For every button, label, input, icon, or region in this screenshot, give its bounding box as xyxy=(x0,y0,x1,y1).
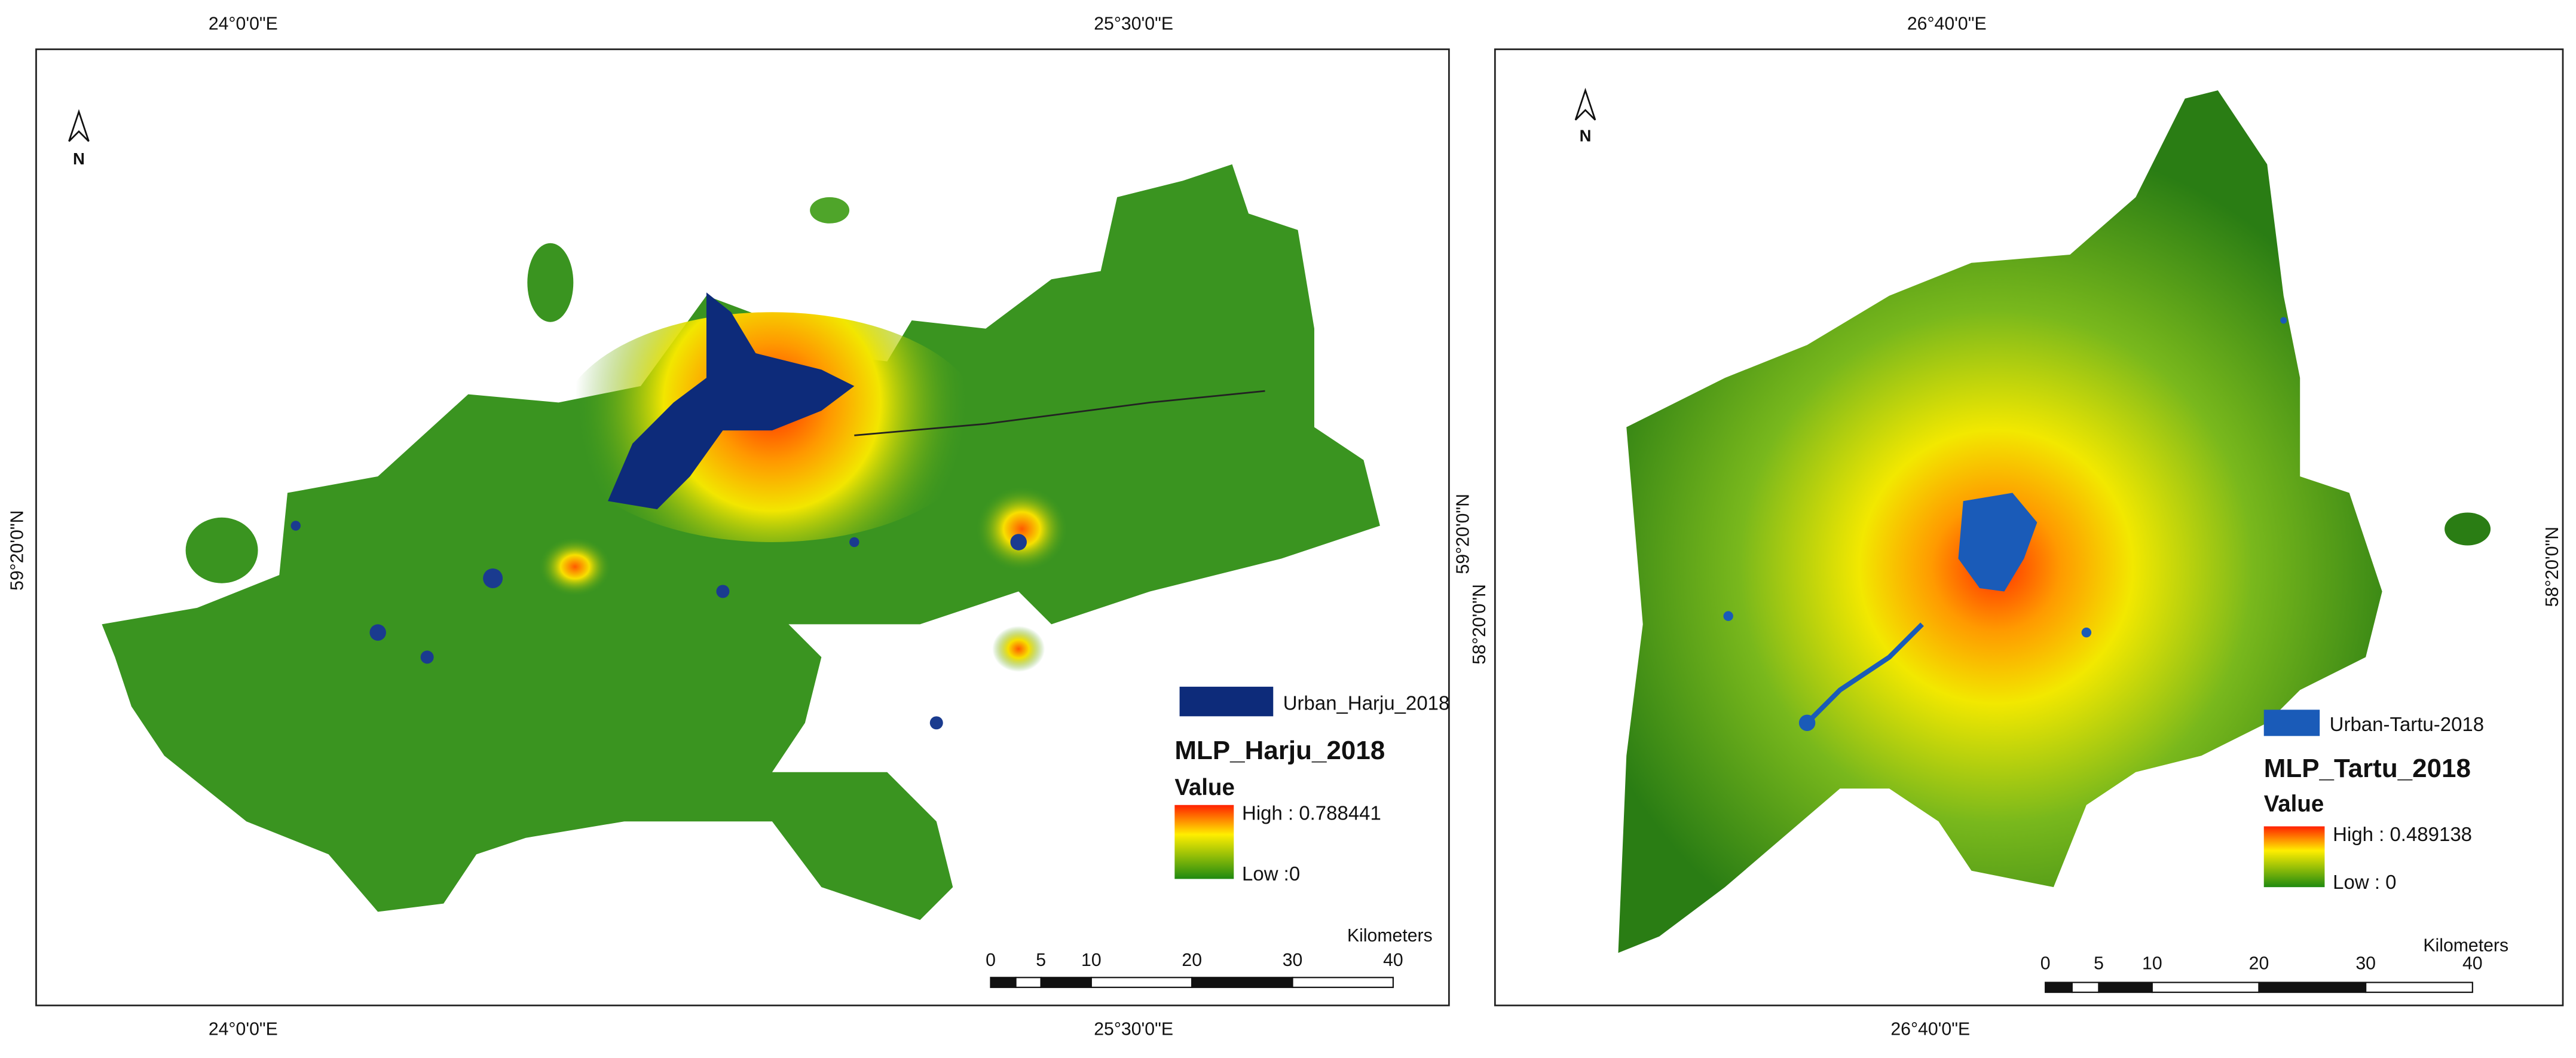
coord-label: 59°20'0"N xyxy=(1453,494,1473,574)
scale-label: 20 xyxy=(2249,954,2269,974)
scale-bars: 0 5 10 20 30 40 0 5 10 20 30 40 xyxy=(986,950,2483,993)
coord-label: 24°0'0"E xyxy=(209,14,278,33)
scale-unit: Kilometers xyxy=(1347,926,1433,946)
coord-label: 58°20'0"N xyxy=(1470,584,1489,664)
scale-label: 5 xyxy=(2094,954,2104,974)
legend-urban: Urban-Tartu-2018 xyxy=(2330,713,2484,735)
legend-ramp xyxy=(2263,826,2325,888)
scale-label: 0 xyxy=(986,950,996,970)
legend-high: High : 0.788441 xyxy=(1242,802,1381,824)
scale-segment xyxy=(2098,981,2153,993)
scale-segment xyxy=(2365,981,2473,993)
scale-segment xyxy=(1015,977,1042,988)
scale-segment xyxy=(2151,981,2260,993)
coord-label: 59°20'0"N xyxy=(7,510,27,591)
scale-segment xyxy=(1090,977,1193,988)
scale-label: 20 xyxy=(1182,950,1202,970)
scale-segment xyxy=(990,977,1017,988)
scale-label: 40 xyxy=(2462,954,2483,974)
north-label: N xyxy=(73,149,85,168)
legend-low: Low :0 xyxy=(1242,863,1300,885)
map-tartu xyxy=(1618,90,2491,953)
scale-segment xyxy=(1191,977,1293,988)
scale-label: 40 xyxy=(1383,950,1403,970)
legend-ramp xyxy=(1174,805,1234,879)
scale-segment xyxy=(2258,981,2367,993)
coord-label: 24°0'0"E xyxy=(209,1020,278,1039)
north-label: N xyxy=(1580,126,1592,145)
scale-label: 0 xyxy=(2040,954,2051,974)
scale-label: 30 xyxy=(2355,954,2376,974)
scale-label: 30 xyxy=(1283,950,1303,970)
legend-value: Value xyxy=(1174,775,1235,800)
coord-label: 26°40'0"E xyxy=(1907,14,1987,33)
north-arrow xyxy=(68,87,1596,142)
coord-label: 58°20'0"N xyxy=(2543,527,2562,607)
scale-label: 10 xyxy=(2142,954,2162,974)
urban-swatch xyxy=(2263,710,2320,736)
scale-segment xyxy=(1292,977,1394,988)
scale-segment xyxy=(1040,977,1092,988)
legend-title: MLP_Harju_2018 xyxy=(1174,736,1385,765)
legend-urban: Urban_Harju_2018 xyxy=(1283,692,1450,714)
scale-unit: Kilometers xyxy=(2423,935,2508,955)
coord-label: 26°40'0"E xyxy=(1890,1020,1970,1039)
legend-high: High : 0.489138 xyxy=(2333,823,2472,845)
coord-label: 25°30'0"E xyxy=(1094,1020,1173,1039)
scale-label: 10 xyxy=(1081,950,1102,970)
coord-label: 25°30'0"E xyxy=(1094,14,1173,33)
scale-segment xyxy=(2045,981,2073,993)
legend-low: Low : 0 xyxy=(2333,871,2396,893)
scale-segment xyxy=(2071,981,2100,993)
legend-title: MLP_Tartu_2018 xyxy=(2264,754,2471,783)
urban-swatch xyxy=(1179,686,1274,717)
legend-value: Value xyxy=(2264,791,2324,817)
scale-label: 5 xyxy=(1036,950,1046,970)
map-harju xyxy=(102,164,1380,921)
